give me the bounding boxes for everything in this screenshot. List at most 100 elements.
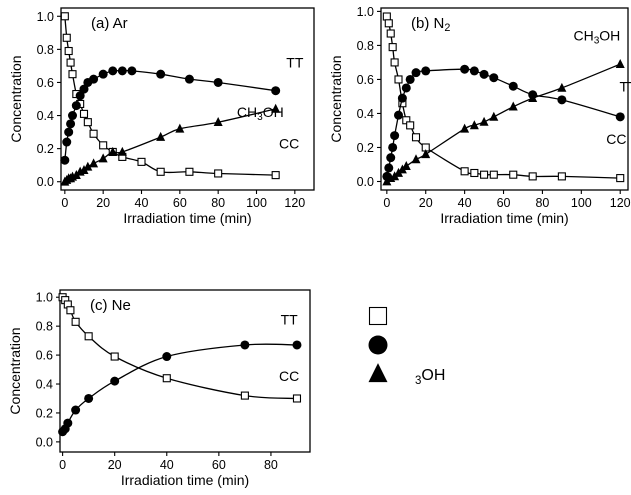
data-point — [388, 43, 397, 52]
series-annotation-main: CC — [279, 368, 299, 384]
y-tick-label: 1.0 — [37, 10, 54, 24]
series-cc — [382, 12, 625, 183]
data-point — [185, 167, 194, 176]
data-point — [508, 101, 518, 111]
x-tick-label: 100 — [246, 196, 267, 210]
series-annotation-tail: OH — [263, 104, 284, 120]
data-point — [117, 146, 127, 156]
series-annotation-tail: OH — [599, 27, 620, 43]
data-point — [213, 117, 223, 127]
data-point — [213, 77, 223, 87]
data-point — [63, 418, 73, 428]
data-point — [469, 66, 479, 76]
panel-label-main: (b) N — [411, 15, 444, 32]
data-point — [384, 19, 393, 28]
data-point — [292, 340, 302, 350]
series-annotation: TT — [281, 312, 299, 328]
data-point — [60, 12, 69, 21]
y-tick-label: 1.0 — [36, 291, 53, 305]
y-tick-label: 0.8 — [357, 39, 374, 53]
data-point — [489, 170, 498, 179]
y-tick-label: 0.2 — [36, 406, 53, 420]
data-point — [528, 172, 537, 181]
data-point — [479, 69, 489, 79]
legend-label-sub: 3 — [415, 375, 421, 387]
series-annotation-main: CH — [237, 104, 257, 120]
y-tick-label: 0.0 — [357, 175, 374, 189]
data-point — [156, 167, 165, 176]
data-point — [240, 391, 249, 400]
series-tt — [58, 340, 302, 437]
series-annotation-sub: 3 — [594, 35, 600, 46]
data-point — [214, 169, 223, 178]
y-tick-label: 0.4 — [36, 378, 53, 392]
data-point — [390, 131, 400, 141]
x-tick-label: 20 — [96, 196, 110, 210]
data-point — [394, 75, 403, 84]
data-point — [615, 59, 625, 68]
series-annotation-main: CH — [573, 27, 593, 43]
data-point — [382, 12, 391, 21]
x-tick-label: 40 — [135, 196, 149, 210]
data-point — [390, 58, 399, 67]
data-point — [386, 153, 396, 163]
data-point — [162, 374, 171, 383]
data-point — [489, 111, 499, 121]
data-point — [71, 405, 81, 415]
data-point — [615, 112, 625, 122]
data-point — [75, 91, 85, 101]
data-point — [479, 116, 489, 126]
data-point — [83, 161, 93, 171]
data-point — [89, 158, 99, 168]
data-point — [66, 119, 76, 129]
data-point — [469, 120, 479, 130]
series-annotation: CC — [279, 136, 299, 152]
data-point — [292, 394, 302, 403]
legend: 3OH — [368, 306, 445, 387]
data-point — [110, 376, 120, 386]
legend-label: 3OH — [415, 367, 445, 387]
data-point — [84, 332, 93, 341]
data-point — [489, 73, 499, 83]
fit-curve — [64, 16, 276, 176]
data-point — [460, 167, 469, 176]
series-annotation-sub: 3 — [257, 112, 263, 123]
y-tick-label: 0.8 — [36, 320, 53, 334]
data-point — [156, 69, 166, 79]
y-tick-label: 0.2 — [357, 141, 374, 155]
x-tick-label: 40 — [458, 196, 472, 210]
series-cc — [60, 12, 280, 180]
data-point — [108, 66, 118, 76]
series-cc — [58, 293, 302, 403]
series-annotation-main: TT — [619, 78, 631, 94]
data-point — [421, 66, 431, 76]
x-tick-label: 40 — [160, 458, 174, 472]
y-tick-label: 0.4 — [357, 107, 374, 121]
x-tick-label: 0 — [59, 458, 66, 472]
data-point — [397, 93, 407, 103]
data-point — [89, 129, 98, 138]
data-point — [557, 172, 566, 181]
data-point — [156, 131, 166, 141]
data-point — [616, 174, 625, 183]
x-tick-label: 60 — [173, 196, 187, 210]
data-point — [84, 393, 94, 403]
x-axis-label: Irradiation time (min) — [121, 472, 249, 488]
x-tick-label: 100 — [571, 196, 592, 210]
data-point — [98, 153, 108, 163]
data-point — [62, 137, 72, 147]
x-tick-label: 80 — [264, 458, 278, 472]
y-tick-label: 0.4 — [37, 109, 54, 123]
fit-curve — [62, 343, 298, 433]
panel-label-sub: 2 — [444, 22, 450, 34]
legend-marker — [368, 335, 388, 355]
series-ch3oh — [382, 59, 625, 186]
data-point — [108, 146, 118, 156]
fit-curve — [386, 68, 621, 177]
x-tick-label: 120 — [284, 196, 305, 210]
data-point — [384, 163, 394, 173]
plot-frame — [59, 289, 311, 453]
data-point — [406, 121, 415, 130]
series-annotation: TT — [286, 55, 304, 71]
